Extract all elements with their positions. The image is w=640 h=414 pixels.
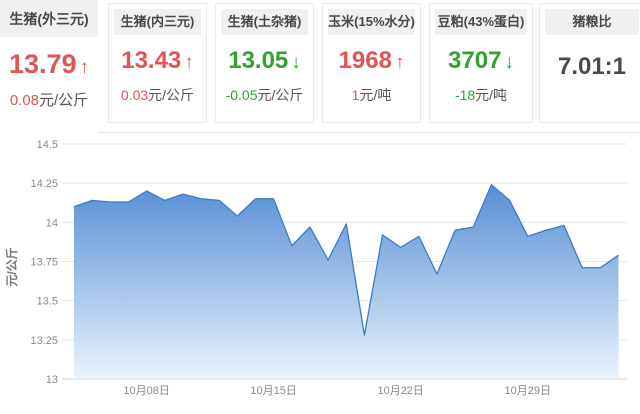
svg-text:元/公斤: 元/公斤 xyxy=(4,247,19,286)
price-cards-row: 生猪(内三元) 13.43 ↑ 0.03元/公斤 生猪(土杂猪) 13.05 ↓ -… xyxy=(97,0,640,133)
price-value: 13.05 ↓ xyxy=(228,47,301,74)
svg-text:13.5: 13.5 xyxy=(37,296,58,308)
card-title: 生猪(外三元) xyxy=(0,0,98,37)
chart-axis-labels: 14.5 14.25 14 13.75 13.5 13.25 13 10月08日 10月15日 1… xyxy=(4,139,551,397)
card-title: 猪粮比 xyxy=(545,9,639,35)
card-title: 生猪(土杂猪) xyxy=(221,9,308,35)
up-arrow-icon: ↑ xyxy=(79,57,90,78)
card-pig-grain-ratio[interactable]: 猪粮比 7.01:1 xyxy=(539,3,640,123)
card-corn[interactable]: 玉米(15%水分) 1968 ↑ 1元/吨 xyxy=(322,3,421,123)
price-value: 13.79 ↑ xyxy=(8,49,90,79)
price-value: 1968 ↑ xyxy=(338,47,405,74)
price-value: 3707 ↓ xyxy=(448,47,514,74)
chart-series xyxy=(73,184,619,379)
svg-text:14.5: 14.5 xyxy=(37,139,58,151)
svg-text:10月29日: 10月29日 xyxy=(505,385,551,397)
card-pig-outer-three[interactable]: 生猪(外三元) 13.79 ↑ 0.08元/公斤 xyxy=(0,0,98,134)
card-pig-inner-three[interactable]: 生猪(内三元) 13.43 ↑ 0.03元/公斤 xyxy=(108,3,207,123)
svg-text:14: 14 xyxy=(46,217,58,229)
svg-text:13.75: 13.75 xyxy=(30,257,58,269)
card-title: 玉米(15%水分) xyxy=(328,9,415,35)
ratio-value: 7.01:1 xyxy=(557,53,627,80)
down-arrow-icon: ↓ xyxy=(504,52,514,73)
svg-text:10月15日: 10月15日 xyxy=(250,385,296,397)
card-soybean-meal[interactable]: 豆粕(43%蛋白) 3707 ↓ -18元/吨 xyxy=(429,3,533,123)
svg-text:13.25: 13.25 xyxy=(30,335,58,347)
price-value: 13.43 ↑ xyxy=(121,47,194,74)
price-change: 1元/吨 xyxy=(351,87,392,103)
price-change: 0.03元/公斤 xyxy=(120,87,195,103)
svg-text:13: 13 xyxy=(46,374,58,386)
svg-text:14.25: 14.25 xyxy=(30,178,58,190)
card-title: 生猪(内三元) xyxy=(114,9,201,35)
up-arrow-icon: ↑ xyxy=(394,52,405,73)
card-pig-crossbred[interactable]: 生猪(土杂猪) 13.05 ↓ -0.05元/公斤 xyxy=(215,3,314,123)
price-trend-area-chart: 14.5 14.25 14 13.75 13.5 13.25 13 10月08日 10月15日 1… xyxy=(4,139,627,397)
svg-text:10月08日: 10月08日 xyxy=(123,385,169,397)
price-change: -0.05元/公斤 xyxy=(225,87,304,103)
down-arrow-icon: ↓ xyxy=(291,52,301,73)
up-arrow-icon: ↑ xyxy=(184,52,194,73)
svg-text:10月22日: 10月22日 xyxy=(377,385,423,397)
price-change: -18元/吨 xyxy=(454,87,508,103)
card-title: 豆粕(43%蛋白) xyxy=(435,9,527,35)
price-change: 0.08元/公斤 xyxy=(9,92,89,109)
